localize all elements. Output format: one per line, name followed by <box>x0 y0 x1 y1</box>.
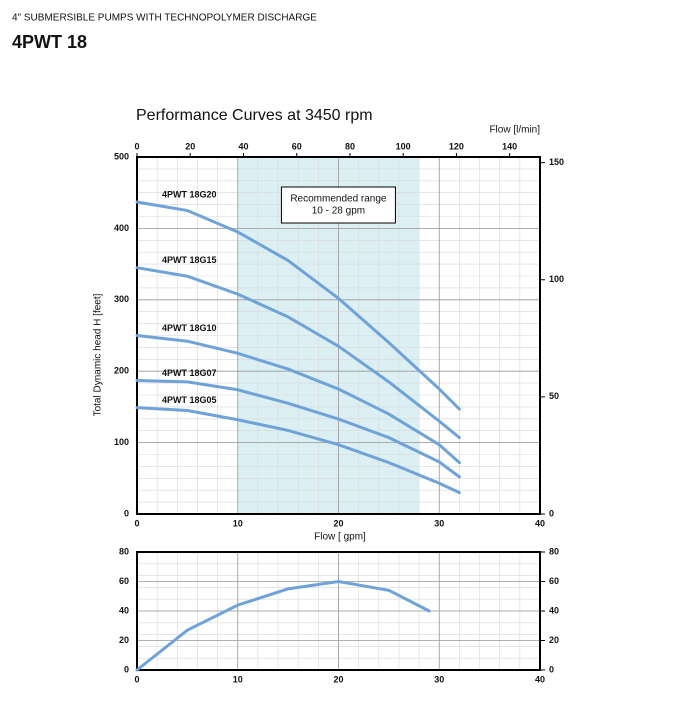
x-tick-label: 30 <box>434 674 444 684</box>
curve <box>135 406 461 495</box>
y2-tick-label: 40 <box>549 605 559 615</box>
page-title: 4PWT 18 <box>12 32 87 52</box>
curve <box>135 579 431 672</box>
y2-tick-label: 60 <box>549 576 559 586</box>
x2-tick-label: 20 <box>185 141 195 151</box>
y-axis-label: Total Dynamic head H [feet] <box>93 293 104 416</box>
y-tick-label: 300 <box>114 294 129 304</box>
y2-tick-label: 0 <box>549 508 554 518</box>
x-tick-label: 10 <box>233 674 243 684</box>
y-tick-label: 0 <box>124 508 129 518</box>
x-tick-label: 20 <box>333 674 343 684</box>
y-tick-label: 20 <box>119 635 129 645</box>
x2-axis-label: Flow [l/min] <box>489 125 540 136</box>
x2-tick-label: 60 <box>292 141 302 151</box>
x-tick-label: 20 <box>333 518 343 528</box>
y2-tick-label: 50 <box>549 391 559 401</box>
y-tick-label: 100 <box>114 437 129 447</box>
y2-tick-label: 80 <box>549 546 559 556</box>
y-tick-label: 200 <box>114 366 129 376</box>
chart-title: Performance Curves at 3450 rpm <box>136 107 373 124</box>
y-tick-label: 400 <box>114 223 129 233</box>
curve-label: 4PWT 18G20 <box>162 189 217 199</box>
curve-label: 4PWT 18G07 <box>162 368 217 378</box>
y2-tick-label: 0 <box>549 664 554 674</box>
y-tick-label: 60 <box>119 576 129 586</box>
annotation: Recommended range <box>290 194 387 205</box>
y2-tick-label: 20 <box>549 635 559 645</box>
curve-label: 4PWT 18G15 <box>162 255 217 265</box>
y2-tick-label: 150 <box>549 157 564 167</box>
x2-tick-label: 120 <box>449 141 464 151</box>
x-tick-label: 0 <box>134 518 139 528</box>
page-subtitle: 4" SUBMERSIBLE PUMPS WITH TECHNOPOLYMER … <box>12 13 317 24</box>
x2-tick-label: 80 <box>345 141 355 151</box>
annotation: 10 - 28 gpm <box>312 206 365 217</box>
x-tick-label: 0 <box>134 674 139 684</box>
y-tick-label: 40 <box>119 605 129 615</box>
y2-tick-label: 100 <box>549 274 564 284</box>
y-tick-label: 500 <box>114 151 129 161</box>
annotation-box <box>280 186 396 224</box>
x2-tick-label: 0 <box>134 141 139 151</box>
x-tick-label: 10 <box>233 518 243 528</box>
curve-label: 4PWT 18G05 <box>162 395 217 405</box>
x2-tick-label: 40 <box>238 141 248 151</box>
curve <box>135 200 461 411</box>
curve-label: 4PWT 18G10 <box>162 323 217 333</box>
plot-frame <box>136 551 541 671</box>
x2-tick-label: 140 <box>502 141 517 151</box>
x2-tick-label: 100 <box>396 141 411 151</box>
x-axis-label: Flow [ gpm] <box>314 532 366 543</box>
curve <box>135 378 461 479</box>
curve <box>135 266 461 440</box>
curve <box>135 334 461 465</box>
x-tick-label: 30 <box>434 518 444 528</box>
x-tick-label: 40 <box>535 674 545 684</box>
y-tick-label: 0 <box>124 664 129 674</box>
y-tick-label: 80 <box>119 546 129 556</box>
x-tick-label: 40 <box>535 518 545 528</box>
